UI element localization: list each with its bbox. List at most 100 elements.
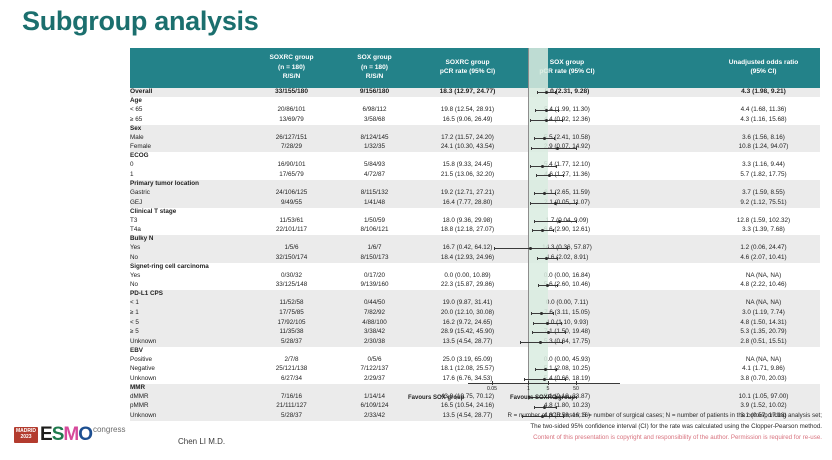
cell-soxrc-pcr: 13.5 (4.54, 28.77) bbox=[416, 337, 519, 347]
cell-soxrc-pcr bbox=[416, 207, 519, 216]
cell-soxrc-pcr bbox=[416, 290, 519, 299]
cell-sox-rsn bbox=[333, 346, 416, 356]
cell-sox-pcr: 7.1 (1.50, 19.48) bbox=[519, 327, 615, 338]
cell-forest-marker bbox=[615, 97, 707, 106]
cell-forest-marker bbox=[615, 401, 707, 412]
cell-odds-ratio bbox=[707, 97, 820, 106]
row-label: T4a bbox=[130, 225, 250, 236]
cell-sox-pcr: 5.0 (2.31, 9.28) bbox=[519, 87, 615, 98]
logo-city: MADRID bbox=[16, 428, 36, 435]
row-label: PD-L1 CPS bbox=[130, 290, 250, 299]
cell-soxrc-rsn: 1/5/6 bbox=[250, 243, 333, 254]
axis-tick bbox=[548, 381, 549, 385]
cell-sox-pcr: 0.0 (0.00, 7.11) bbox=[519, 298, 615, 309]
header-line: pCR rate (95% CI) bbox=[539, 68, 595, 76]
cell-odds-ratio bbox=[707, 383, 820, 393]
cell-sox-rsn: 2/30/38 bbox=[333, 337, 416, 347]
cell-soxrc-rsn bbox=[250, 290, 333, 299]
cell-forest-marker bbox=[615, 133, 707, 143]
cell-odds-ratio: NA (NA, NA) bbox=[707, 298, 820, 309]
cell-sox-pcr: 4.6 (2.02, 8.91) bbox=[519, 253, 615, 263]
row-label: < 5 bbox=[130, 317, 250, 328]
row-label: Yes bbox=[130, 243, 250, 254]
table-row: dMMR 7/16/16 1/14/14 43.8 (19.75, 70.12) 7.1… bbox=[130, 392, 820, 402]
cell-odds-ratio: 4.8 (1.50, 14.31) bbox=[707, 317, 820, 328]
cell-sox-rsn: 1/50/59 bbox=[333, 215, 416, 226]
cell-soxrc-rsn: 11/35/38 bbox=[250, 327, 333, 338]
cell-odds-ratio: 1.2 (0.06, 24.47) bbox=[707, 243, 820, 254]
cell-sox-rsn: 5/84/93 bbox=[333, 160, 416, 171]
cell-forest-marker bbox=[615, 179, 707, 189]
table-header-row: SOXRC group (n = 180) R/S/N SOX group (n… bbox=[130, 48, 820, 88]
table-row: Negative 25/121/138 7/122/137 18.1 (12.08, … bbox=[130, 364, 820, 375]
cell-soxrc-pcr: 19.8 (12.54, 28.91) bbox=[416, 105, 519, 116]
logo-letter-s: S bbox=[51, 424, 65, 445]
esmo-congress-logo: MADRID 2023 E S M O congress bbox=[14, 424, 125, 446]
cell-sox-pcr: 6.6 (2.90, 12.61) bbox=[519, 225, 615, 236]
cell-sox-pcr: 5.4 (1.99, 11.30) bbox=[519, 105, 615, 116]
cell-odds-ratio: 10.1 (1.05, 97.00) bbox=[707, 392, 820, 402]
cell-sox-pcr: 4.4 (0.92, 12.36) bbox=[519, 115, 615, 125]
cell-forest-marker bbox=[615, 115, 707, 125]
cell-soxrc-pcr: 28.9 (15.42, 45.90) bbox=[416, 327, 519, 338]
cell-sox-rsn: 6/109/124 bbox=[333, 401, 416, 412]
cell-forest-marker bbox=[615, 225, 707, 236]
cell-odds-ratio: 4.8 (2.22, 10.46) bbox=[707, 280, 820, 291]
cell-soxrc-rsn: 22/101/117 bbox=[250, 225, 333, 236]
column-header-forest-plot bbox=[615, 48, 707, 88]
axis-line bbox=[468, 383, 620, 384]
row-label: ≥ 65 bbox=[130, 115, 250, 125]
table-row: 0 16/90/101 5/84/93 15.8 (9.33, 24.45) 5.4 (… bbox=[130, 160, 820, 171]
cell-odds-ratio: 3.0 (1.19, 7.74) bbox=[707, 308, 820, 318]
table-row: Male 26/127/151 8/124/145 17.2 (11.57, 24.2… bbox=[130, 133, 820, 143]
cell-odds-ratio bbox=[707, 235, 820, 244]
cell-sox-rsn: 9/156/180 bbox=[333, 87, 416, 98]
cell-sox-rsn: 2/29/37 bbox=[333, 374, 416, 384]
cell-forest-marker bbox=[615, 346, 707, 356]
row-label: Yes bbox=[130, 271, 250, 281]
cell-soxrc-pcr: 16.5 (10.54, 24.16) bbox=[416, 401, 519, 412]
table-group-row: Sex bbox=[130, 124, 820, 134]
cell-odds-ratio: 3.7 (1.59, 8.55) bbox=[707, 188, 820, 198]
logo-year: 2023 bbox=[20, 434, 32, 440]
row-label: < 1 bbox=[130, 298, 250, 309]
cell-soxrc-rsn bbox=[250, 207, 333, 216]
cell-sox-pcr: 4.0 (1.10, 9.93) bbox=[519, 317, 615, 328]
row-label: Male bbox=[130, 133, 250, 143]
logo-congress-text: congress bbox=[92, 425, 126, 434]
cell-soxrc-pcr: 16.2 (9.72, 24.65) bbox=[416, 317, 519, 328]
esmo-wordmark: E S M O congress bbox=[40, 424, 125, 446]
table-row: 1 17/65/79 4/72/87 21.5 (13.06, 32.20) 4.6 (… bbox=[130, 170, 820, 180]
cell-soxrc-pcr bbox=[416, 97, 519, 106]
row-label: Clinical T stage bbox=[130, 207, 250, 216]
cell-forest-marker bbox=[615, 124, 707, 134]
cell-sox-rsn bbox=[333, 152, 416, 161]
cell-sox-pcr: 2.9 (0.07, 14.92) bbox=[519, 142, 615, 153]
cell-forest-marker bbox=[615, 262, 707, 272]
cell-odds-ratio: 5.7 (1.82, 17.75) bbox=[707, 170, 820, 180]
cell-sox-pcr bbox=[519, 262, 615, 272]
table-row: Positive 2/7/8 0/5/6 25.0 (3.19, 65.09) 0.0 … bbox=[130, 355, 820, 365]
table-row: < 65 20/86/101 6/98/112 19.8 (12.54, 28.91)… bbox=[130, 105, 820, 116]
cell-sox-rsn: 6/98/112 bbox=[333, 105, 416, 116]
header-line: Unadjusted odds ratio bbox=[728, 58, 799, 66]
cell-sox-rsn: 2/33/42 bbox=[333, 411, 416, 421]
cell-sox-rsn: 8/150/173 bbox=[333, 253, 416, 263]
cell-odds-ratio: NA (NA, NA) bbox=[707, 355, 820, 365]
row-label: < 65 bbox=[130, 105, 250, 116]
cell-sox-rsn: 1/14/14 bbox=[333, 392, 416, 402]
cell-sox-rsn: 8/124/145 bbox=[333, 133, 416, 143]
cell-forest-marker bbox=[615, 160, 707, 171]
axis-tick-label: 5 bbox=[546, 386, 550, 392]
cell-sox-pcr: 4.6 (1.27, 11.36) bbox=[519, 170, 615, 180]
cell-sox-pcr: 0.0 (0.00, 16.84) bbox=[519, 271, 615, 281]
header-line: R/S/N bbox=[282, 73, 301, 81]
cell-odds-ratio: 3.8 (0.70, 20.03) bbox=[707, 374, 820, 384]
cell-soxrc-rsn: 9/49/55 bbox=[250, 197, 333, 208]
table-row: Female 7/28/29 1/32/35 24.1 (10.30, 43.54) 2… bbox=[130, 142, 820, 153]
column-header-sox-rsn: SOX group (n = 180) R/S/N bbox=[333, 48, 416, 88]
header-line: (n = 180) bbox=[278, 63, 305, 71]
cell-soxrc-rsn: 7/16/16 bbox=[250, 392, 333, 402]
cell-forest-marker bbox=[615, 207, 707, 216]
header-line: SOXRC group bbox=[445, 58, 490, 66]
